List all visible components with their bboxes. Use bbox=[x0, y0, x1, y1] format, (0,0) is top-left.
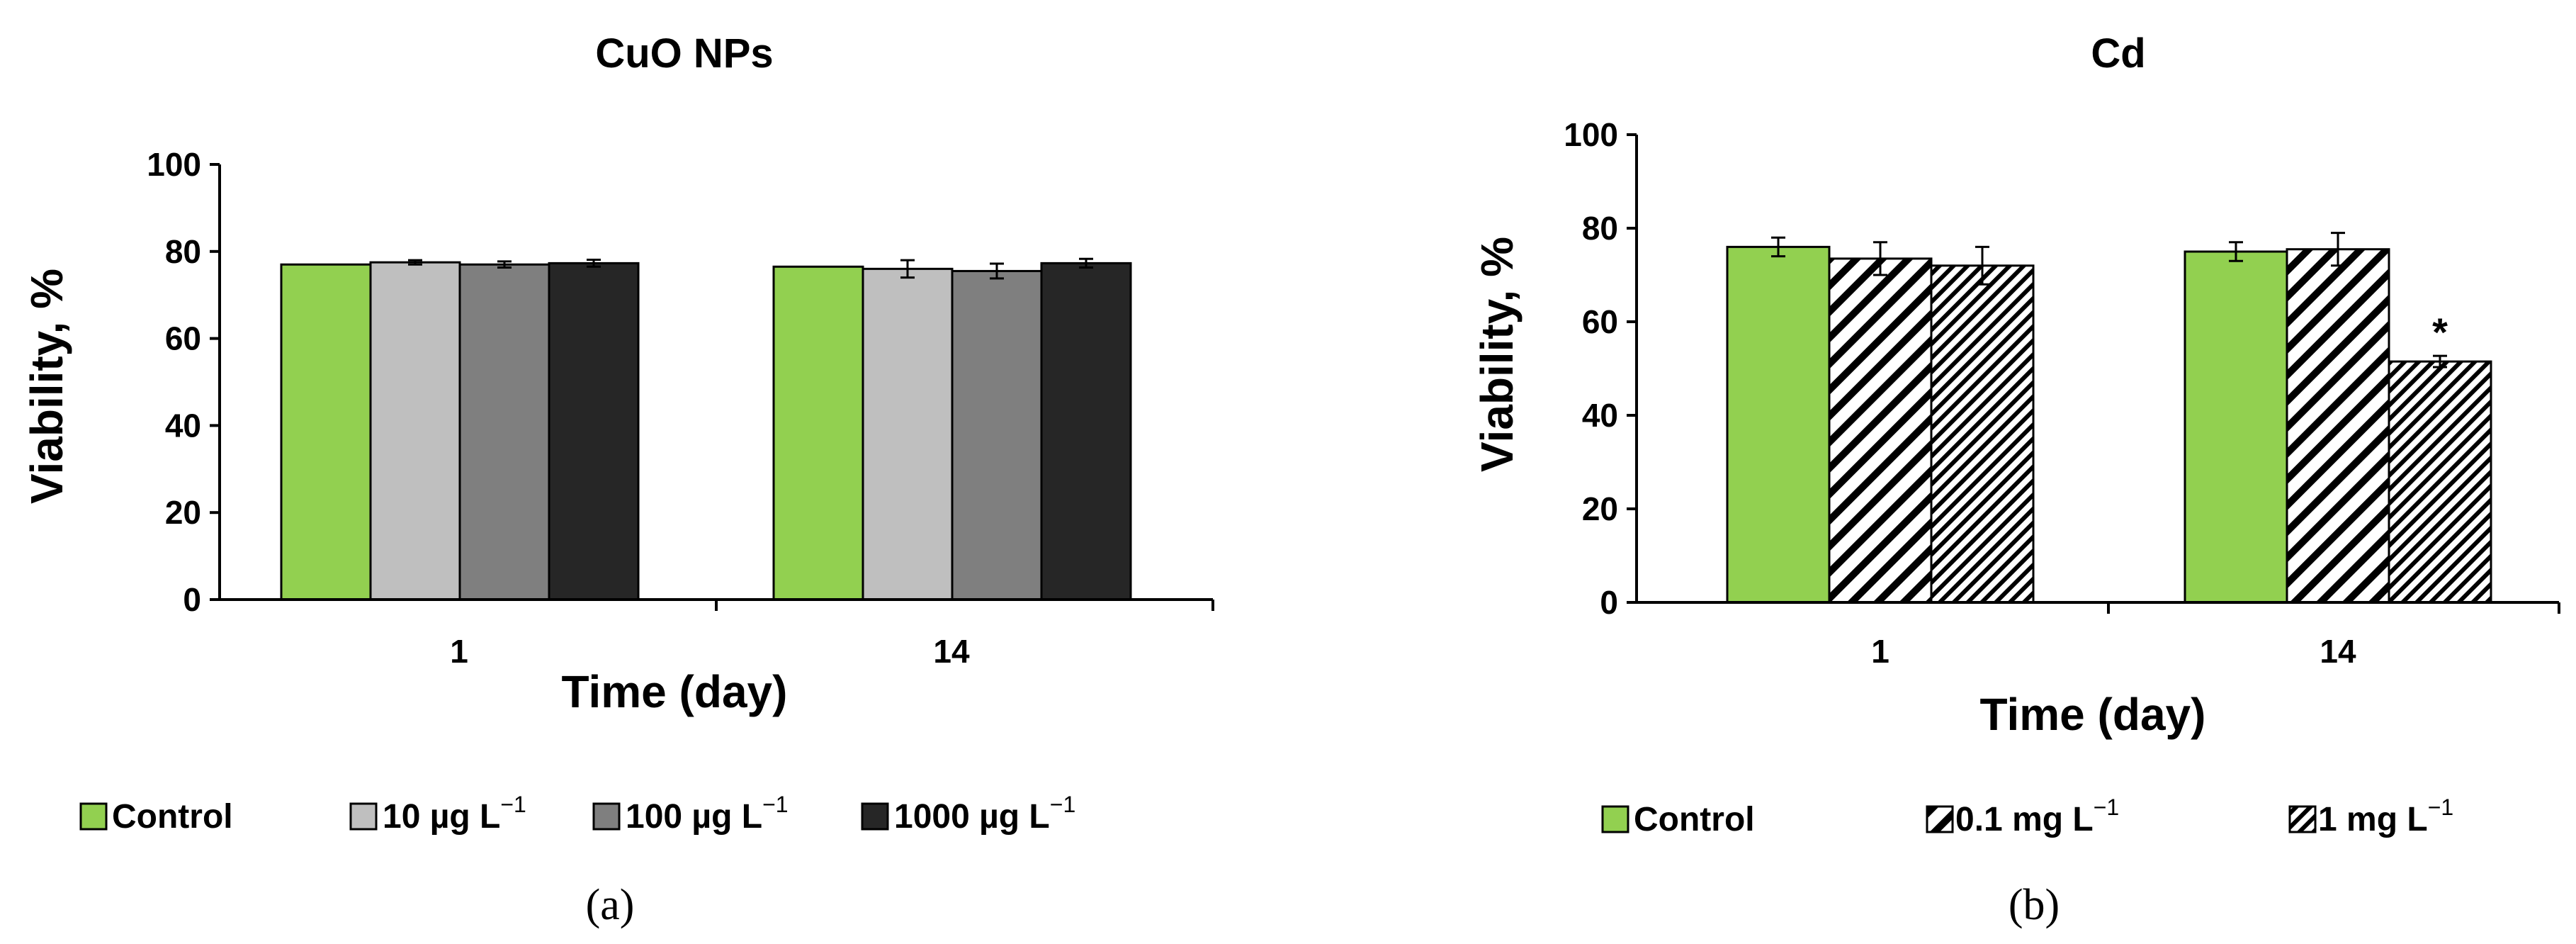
chart-panel-a: CuO NPs 0 20 40 60 80 100 1 14 Time (day) Via… bbox=[21, 30, 1214, 929]
legend-label: Control bbox=[1634, 801, 1755, 838]
y-axis-label: Viability, % bbox=[1471, 237, 1523, 472]
legend-item: Control bbox=[1601, 801, 1755, 838]
bar bbox=[772, 265, 864, 601]
legend-swatch bbox=[349, 802, 378, 831]
y-tick-label: 0 bbox=[1600, 584, 1618, 621]
y-axis: 0 20 40 60 80 100 bbox=[1564, 116, 1638, 621]
legend-swatch bbox=[2288, 805, 2317, 833]
legend-label: 10 µg L−1 bbox=[383, 792, 526, 836]
y-tick-label: 100 bbox=[147, 146, 201, 183]
bar bbox=[280, 263, 372, 601]
legend-item: Control bbox=[79, 798, 233, 836]
y-tick-label: 80 bbox=[1582, 210, 1618, 247]
legend-swatch bbox=[861, 802, 889, 831]
x-axis-label: Time (day) bbox=[1980, 689, 2206, 740]
chart-title: CuO NPs bbox=[595, 30, 773, 77]
legend-item: 10 µg L−1 bbox=[349, 792, 526, 836]
legend-swatch bbox=[1601, 805, 1629, 833]
bar bbox=[862, 267, 954, 601]
x-axis-label: Time (day) bbox=[562, 666, 788, 717]
category-label: 1 bbox=[1871, 633, 1889, 670]
bars bbox=[280, 257, 1132, 601]
legend: Control 10 µg L−1 100 µg L−1 1000 µg L−1 bbox=[79, 792, 1075, 836]
legend-item: 1000 µg L−1 bbox=[861, 792, 1075, 836]
category-label: 14 bbox=[2320, 633, 2356, 670]
legend-label: 1 mg L−1 bbox=[2318, 794, 2453, 838]
chart-panel-b: Cd 0 20 40 60 80 100 * 1 14 Time (day) Viabil… bbox=[1471, 30, 2560, 929]
y-tick-label: 20 bbox=[165, 494, 201, 531]
legend-label: 100 µg L−1 bbox=[626, 792, 789, 836]
y-tick-label: 20 bbox=[1582, 490, 1618, 527]
bar bbox=[548, 262, 640, 601]
y-tick-label: 60 bbox=[1582, 303, 1618, 340]
bar bbox=[2184, 250, 2288, 604]
legend-swatch bbox=[1926, 805, 1954, 833]
x-axis bbox=[220, 598, 1214, 611]
bars: * bbox=[1726, 232, 2492, 604]
bar bbox=[1040, 262, 1132, 601]
bar bbox=[2388, 360, 2492, 604]
y-axis: 0 20 40 60 80 100 bbox=[147, 146, 221, 618]
legend-item: 1 mg L−1 bbox=[2288, 794, 2453, 838]
y-tick-label: 40 bbox=[1582, 397, 1618, 434]
category-label: 1 bbox=[450, 633, 468, 670]
legend-swatch bbox=[79, 802, 108, 831]
bar bbox=[1726, 245, 1831, 604]
bar bbox=[1930, 264, 2035, 604]
chart-title: Cd bbox=[2091, 30, 2145, 77]
legend-item: 0.1 mg L−1 bbox=[1926, 794, 2119, 838]
bar bbox=[951, 269, 1043, 601]
y-tick-label: 80 bbox=[165, 233, 201, 270]
bar bbox=[2286, 248, 2390, 604]
panel-label: (b) bbox=[2009, 881, 2060, 929]
category-label: 14 bbox=[933, 633, 970, 670]
bar bbox=[1828, 257, 1933, 604]
legend-swatch bbox=[592, 802, 621, 831]
y-tick-label: 40 bbox=[165, 407, 201, 444]
bar bbox=[369, 261, 461, 601]
legend-label: 0.1 mg L−1 bbox=[1955, 794, 2119, 838]
x-axis bbox=[1637, 601, 2560, 614]
legend: Control 0.1 mg L−1 1 mg L−1 bbox=[1601, 794, 2453, 838]
legend-label: Control bbox=[112, 798, 233, 836]
panel-label: (a) bbox=[586, 881, 635, 929]
y-tick-label: 60 bbox=[165, 320, 201, 357]
y-tick-label: 0 bbox=[183, 581, 201, 618]
bar bbox=[458, 263, 550, 601]
y-axis-label: Viability, % bbox=[21, 269, 72, 504]
legend-label: 1000 µg L−1 bbox=[894, 792, 1075, 836]
significance-marker: * bbox=[2432, 310, 2448, 354]
y-tick-label: 100 bbox=[1564, 116, 1618, 153]
legend-item: 100 µg L−1 bbox=[592, 792, 789, 836]
